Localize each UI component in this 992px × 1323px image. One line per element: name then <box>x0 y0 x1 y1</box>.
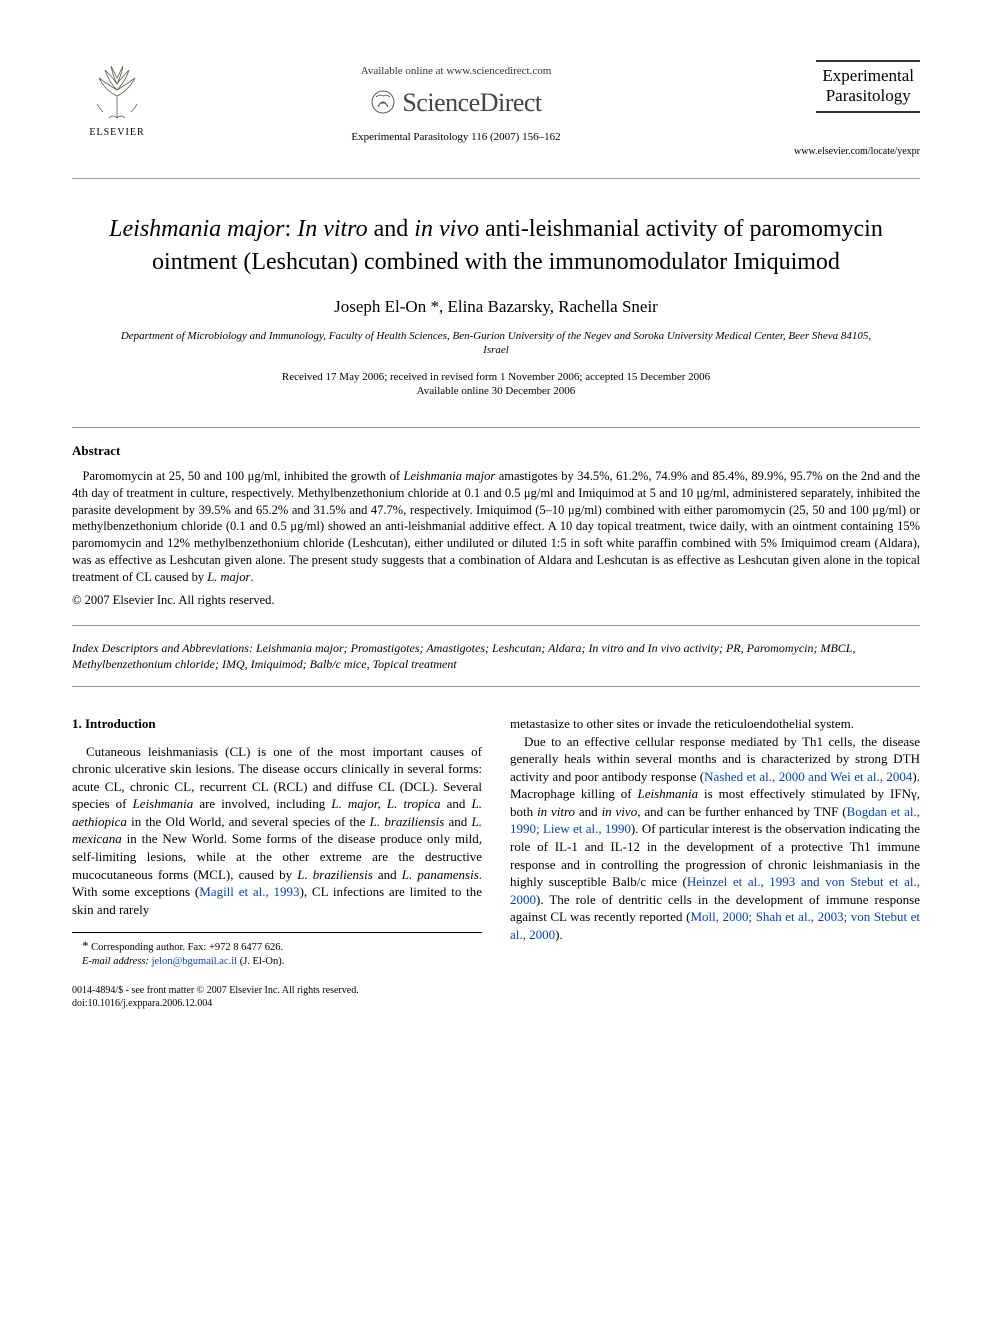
keywords-section: Index Descriptors and Abbreviations: Lei… <box>72 640 920 687</box>
intro-heading: 1. Introduction <box>72 715 482 733</box>
journal-name-line1: Experimental <box>822 66 914 85</box>
right-column: metastasize to other sites or invade the… <box>510 715 920 969</box>
publisher-label: ELSEVIER <box>89 126 144 140</box>
corresponding-author-note: * Corresponding author. Fax: +972 8 6477… <box>72 937 482 955</box>
author-list: Joseph El-On *, Elina Bazarsky, Rachella… <box>72 296 920 319</box>
right-header: Experimental Parasitology www.elsevier.c… <box>750 60 920 158</box>
journal-url: www.elsevier.com/locate/yexpr <box>750 145 920 159</box>
footer-meta: 0014-4894/$ - see front matter © 2007 El… <box>72 984 920 1010</box>
journal-name-line2: Parasitology <box>826 86 911 105</box>
citation-link[interactable]: Magill et al., 1993 <box>199 884 299 899</box>
intro-paragraph-1: Cutaneous leishmaniasis (CL) is one of t… <box>72 743 482 918</box>
page-header: ELSEVIER Available online at www.science… <box>72 60 920 179</box>
title-species: Leishmania major <box>109 216 284 242</box>
sciencedirect-icon <box>370 89 396 115</box>
abstract-section: Abstract Paromomycin at 25, 50 and 100 μ… <box>72 427 920 626</box>
sciencedirect-logo: ScienceDirect <box>162 85 750 120</box>
article-title: Leishmania major: In vitro and in vivo a… <box>102 213 890 278</box>
issn-line: 0014-4894/$ - see front matter © 2007 El… <box>72 985 359 996</box>
publisher-logo-block: ELSEVIER <box>72 60 162 140</box>
elsevier-tree-icon <box>85 60 149 124</box>
left-column: 1. Introduction Cutaneous leishmaniasis … <box>72 715 482 969</box>
body-columns: 1. Introduction Cutaneous leishmaniasis … <box>72 715 920 969</box>
center-header: Available online at www.sciencedirect.co… <box>162 60 750 145</box>
abstract-copyright: © 2007 Elsevier Inc. All rights reserved… <box>72 592 920 609</box>
footnotes: * Corresponding author. Fax: +972 8 6477… <box>72 932 482 969</box>
abstract-body: Paromomycin at 25, 50 and 100 μg/ml, inh… <box>72 468 920 586</box>
available-online-text: Available online at www.sciencedirect.co… <box>162 64 750 79</box>
article-dates: Received 17 May 2006; received in revise… <box>72 370 920 400</box>
intro-paragraph-2: Due to an effective cellular response me… <box>510 733 920 944</box>
email-link[interactable]: jelon@bgumail.ac.il <box>152 956 237 967</box>
citation-link[interactable]: Nashed et al., 2000 and Wei et al., 2004 <box>704 769 912 784</box>
doi-line: doi:10.1016/j.exppara.2006.12.004 <box>72 998 212 1009</box>
journal-name-box: Experimental Parasitology <box>816 60 920 113</box>
sciencedirect-text: ScienceDirect <box>402 85 541 120</box>
keywords-label: Index Descriptors and Abbreviations: <box>72 641 253 655</box>
affiliation: Department of Microbiology and Immunolog… <box>112 329 880 358</box>
journal-reference: Experimental Parasitology 116 (2007) 156… <box>162 130 750 145</box>
email-note: E-mail address: jelon@bgumail.ac.il (J. … <box>72 955 482 969</box>
abstract-heading: Abstract <box>72 442 920 460</box>
intro-paragraph-1-cont: metastasize to other sites or invade the… <box>510 715 920 733</box>
